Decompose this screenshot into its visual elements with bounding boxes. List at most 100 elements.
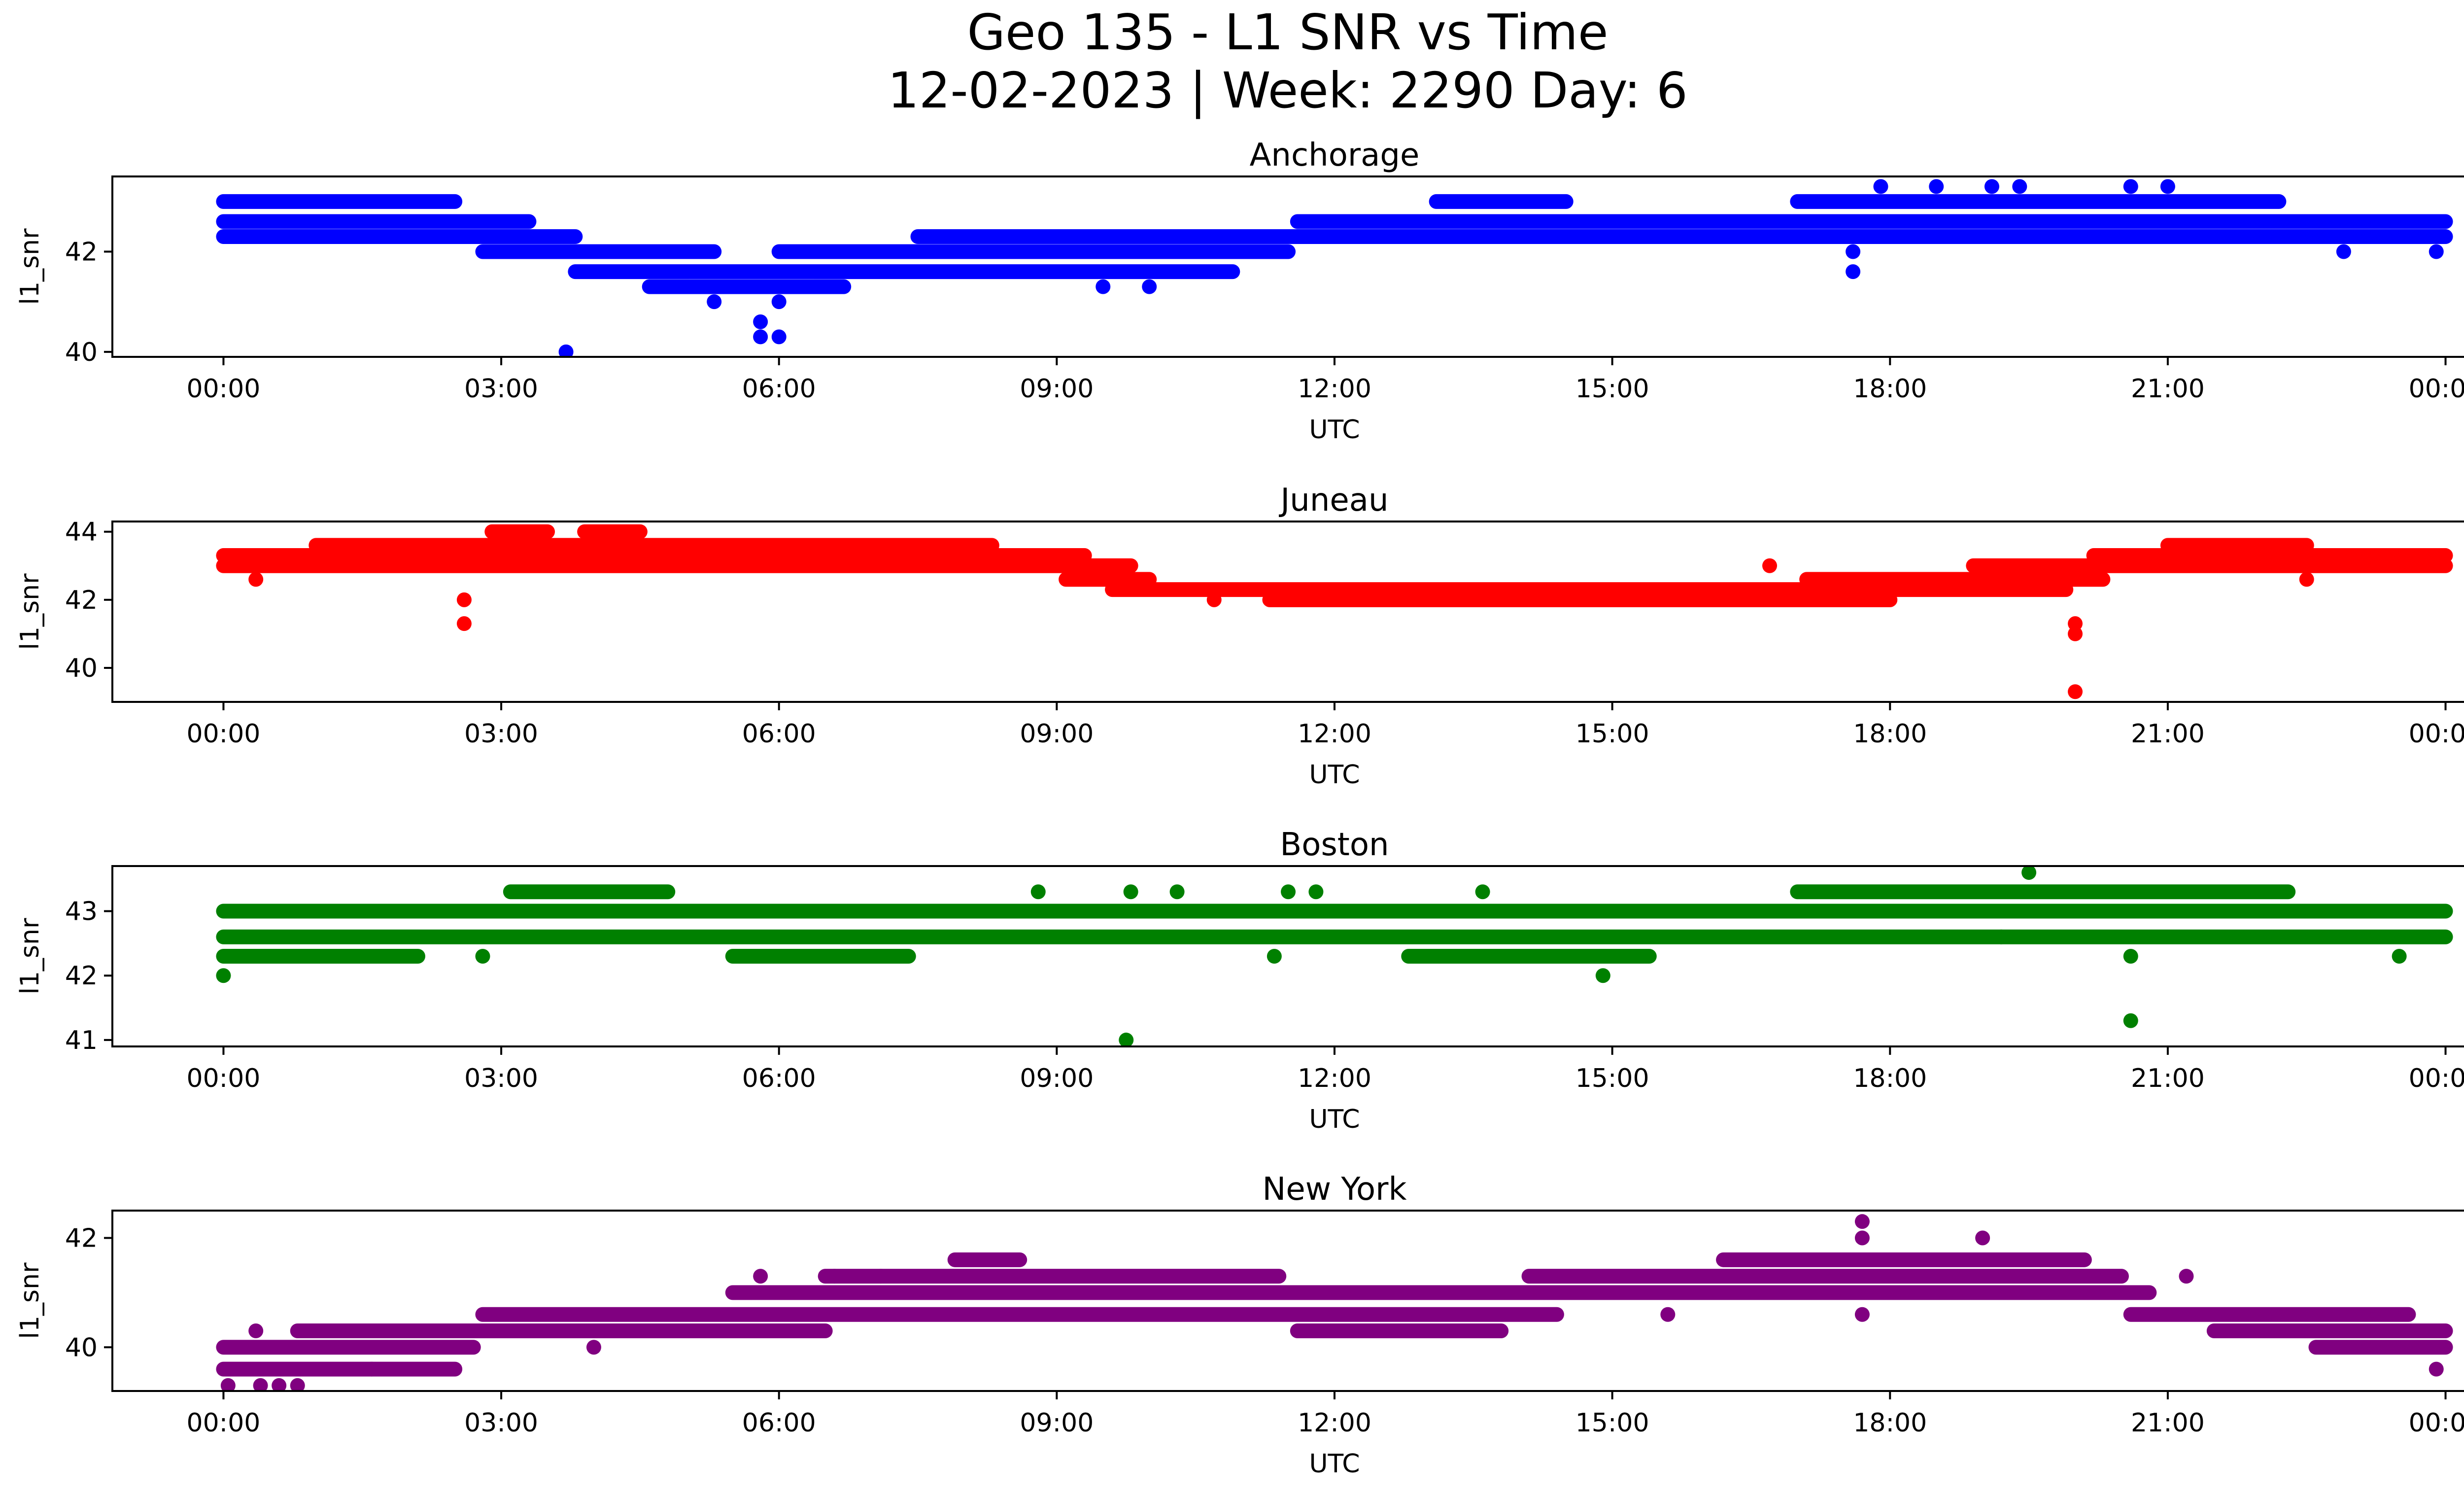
data-point — [1308, 884, 1324, 900]
data-point — [1929, 179, 1944, 194]
x-tick-label: 00:00 — [187, 374, 261, 404]
data-point — [290, 1378, 305, 1391]
x-tick-label: 00:00 — [187, 719, 261, 749]
panel-title: Juneau — [1278, 482, 1388, 519]
y-tick-label: 40 — [65, 654, 98, 683]
data-point — [707, 294, 722, 310]
x-tick-label: 00:00 — [2409, 1064, 2464, 1093]
figure-title-line2: 12-02-2023 | Week: 2290 Day: 6 — [888, 62, 1687, 119]
x-tick-label: 21:00 — [2131, 719, 2205, 749]
data-point — [2179, 1269, 2194, 1284]
data-point — [272, 1378, 287, 1391]
x-tick-label: 03:00 — [464, 374, 538, 404]
data-point — [1854, 1307, 1870, 1322]
data-point — [753, 1269, 768, 1284]
data-point — [1595, 968, 1610, 983]
data-point — [2123, 1013, 2138, 1028]
data-point — [1873, 179, 1888, 194]
y-tick-label: 42 — [65, 961, 98, 991]
x-tick-label: 12:00 — [1298, 1408, 1371, 1438]
x-tick-label: 03:00 — [464, 719, 538, 749]
x-tick-label: 18:00 — [1853, 374, 1927, 404]
data-point — [2021, 866, 2037, 880]
x-tick-label: 12:00 — [1298, 719, 1371, 749]
panel-title: New York — [1262, 1171, 1406, 1208]
data-point — [2392, 949, 2407, 964]
data-point — [1095, 279, 1111, 294]
data-point — [1169, 884, 1185, 900]
x-tick-label: 06:00 — [742, 1408, 816, 1438]
data-point — [456, 616, 472, 631]
y-tick-label: 40 — [65, 1333, 98, 1362]
x-tick-label: 09:00 — [1020, 374, 1094, 404]
data-point — [984, 229, 999, 244]
data-point — [753, 329, 768, 345]
x-tick-label: 15:00 — [1575, 1408, 1649, 1438]
x-tick-label: 03:00 — [464, 1408, 538, 1438]
panel-boston: Boston 00:00 03:00 06:00 09:00 12:00 15:00 18:0… — [15, 827, 2464, 1134]
y-tick-label: 42 — [65, 1223, 98, 1253]
data-point — [1266, 949, 1282, 964]
y-axis-label: l1_snr — [15, 573, 45, 650]
data-point — [2012, 179, 2027, 194]
plot-marks — [216, 1214, 2453, 1391]
x-tick-label: 18:00 — [1853, 1408, 1927, 1438]
data-point — [1854, 1214, 1870, 1229]
data-point — [248, 572, 264, 587]
x-tick-label: 09:00 — [1020, 719, 1094, 749]
x-tick-label: 06:00 — [742, 719, 816, 749]
x-tick-label: 18:00 — [1853, 719, 1927, 749]
data-point — [1993, 929, 2009, 944]
data-point — [1281, 884, 1296, 900]
data-point — [1206, 592, 1222, 607]
data-point — [1984, 179, 1999, 194]
data-point — [2429, 244, 2444, 259]
x-tick-label: 09:00 — [1020, 1408, 1094, 1438]
y-tick-label: 41 — [65, 1026, 98, 1055]
data-point — [2068, 616, 2083, 631]
plot-frame — [111, 1210, 2464, 1392]
x-tick-label: 06:00 — [742, 374, 816, 404]
panel-anchorage: Anchorage 00:00 03:00 06:00 09:00 12:00 15:00 1… — [15, 137, 2464, 445]
y-axis-label: l1_snr — [15, 918, 45, 995]
x-tick-label: 12:00 — [1298, 1064, 1371, 1093]
x-tick-label: 15:00 — [1575, 1064, 1649, 1093]
data-point — [1762, 558, 1778, 573]
x-tick-label: 00:00 — [2409, 374, 2464, 404]
data-point — [220, 1378, 236, 1391]
x-tick-label: 00:00 — [187, 1064, 261, 1093]
y-axis-label: l1_snr — [15, 228, 45, 305]
data-point — [1846, 244, 1861, 259]
data-point — [2068, 626, 2083, 641]
x-tick-label: 00:00 — [187, 1408, 261, 1438]
data-point — [2123, 179, 2138, 194]
x-tick-label: 15:00 — [1575, 719, 1649, 749]
x-tick-label: 21:00 — [2131, 374, 2205, 404]
data-point — [586, 1340, 601, 1355]
y-tick-label: 42 — [65, 586, 98, 615]
data-point — [771, 329, 787, 345]
x-axis-label: UTC — [1309, 1449, 1360, 1479]
data-point — [456, 592, 472, 607]
data-point — [771, 294, 787, 310]
plot-marks — [216, 524, 2453, 699]
data-point — [1123, 884, 1138, 900]
data-point — [1975, 1230, 1990, 1246]
y-tick-label: 40 — [65, 338, 98, 367]
data-point — [1253, 244, 1268, 259]
data-point — [1119, 1032, 1134, 1046]
data-point — [2068, 684, 2083, 699]
y-axis-label: l1_snr — [15, 1262, 45, 1339]
data-point — [558, 344, 574, 357]
x-tick-label: 18:00 — [1853, 1064, 1927, 1093]
data-point — [2123, 949, 2138, 964]
data-point — [827, 1269, 842, 1284]
panel-title: Boston — [1280, 827, 1389, 863]
x-tick-label: 03:00 — [464, 1064, 538, 1093]
data-point — [2336, 244, 2351, 259]
data-point — [1142, 279, 1157, 294]
panel-title: Anchorage — [1250, 137, 1420, 174]
y-tick-label: 44 — [65, 518, 98, 547]
panel-juneau: Juneau 00:00 03:00 06:00 09:00 12:00 15:00 18:0… — [15, 482, 2464, 790]
